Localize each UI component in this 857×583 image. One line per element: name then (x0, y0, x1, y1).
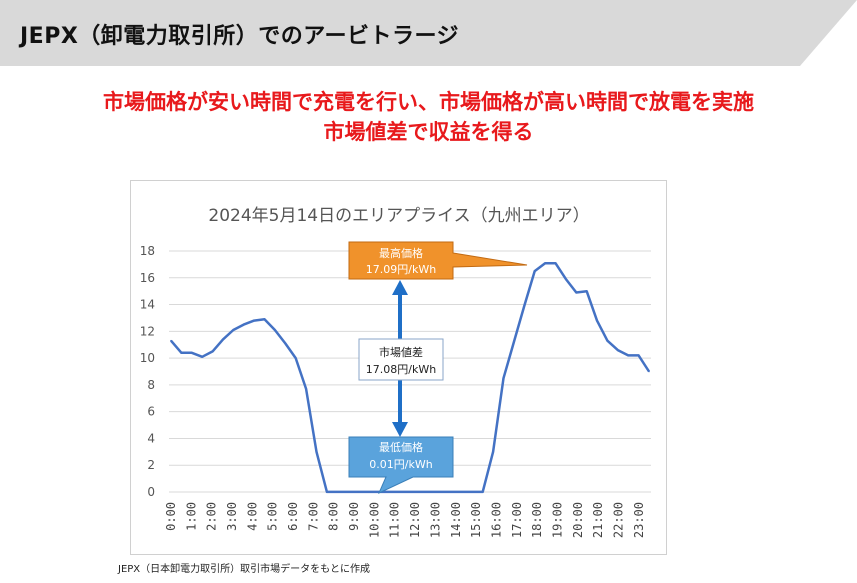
y-tick-label: 18 (140, 244, 155, 258)
price-point (284, 342, 287, 345)
price-point (502, 377, 505, 379)
price-point (440, 491, 442, 493)
chart-frame: 2024年5月14日のエリアプライス（九州エリア） 0 2 4 6 8 10 12 14 16 1… (130, 180, 667, 555)
price-point (346, 491, 349, 493)
price-point (648, 370, 650, 373)
price-point (336, 491, 339, 493)
y-tick-label: 2 (147, 458, 155, 472)
y-tick-label: 8 (147, 378, 155, 392)
spread-callout: 市場値差 17.08円/kWh (358, 338, 444, 381)
price-point (481, 491, 484, 493)
price-point (232, 329, 235, 331)
x-tick-label: 14:00 (449, 502, 463, 538)
x-tick-label: 22:00 (611, 502, 625, 538)
price-point (461, 491, 463, 493)
min-price-callout: 最低価格 0.01円/kWh (348, 436, 454, 495)
price-point (419, 491, 422, 493)
x-tick-label: 1:00 (184, 502, 198, 531)
x-tick-label: 6:00 (286, 502, 300, 531)
min-price-title: 最低価格 (379, 440, 423, 454)
x-tick-label: 2:00 (205, 502, 219, 531)
price-point (201, 355, 203, 358)
spread-title: 市場値差 (379, 345, 423, 359)
y-tick-label: 0 (147, 485, 155, 499)
spread-value: 17.08円/kWh (366, 363, 436, 376)
price-point (367, 491, 370, 493)
price-point (294, 357, 297, 359)
x-tick-label: 10:00 (367, 502, 381, 538)
price-point (211, 350, 214, 353)
x-tick-label: 23:00 (632, 502, 646, 538)
price-point (637, 354, 640, 357)
x-tick-label: 11:00 (388, 502, 402, 538)
price-point (565, 278, 567, 280)
y-tick-label: 6 (147, 405, 155, 419)
price-point (450, 491, 453, 493)
price-point (242, 323, 245, 326)
y-tick-label: 14 (140, 298, 155, 312)
chart-title: 2024年5月14日のエリアプライス（九州エリア） (208, 206, 589, 226)
price-point (170, 339, 172, 342)
price-point (554, 262, 557, 264)
price-point (533, 270, 536, 272)
price-point (315, 451, 318, 453)
x-tick-label: 12:00 (408, 502, 422, 538)
x-tick-label: 8:00 (327, 502, 341, 531)
max-price-title: 最高価格 (379, 246, 423, 260)
price-point (357, 491, 359, 493)
x-tick-label: 5:00 (266, 502, 280, 531)
price-point (544, 262, 546, 264)
price-point (305, 388, 307, 390)
price-point (575, 291, 578, 294)
price-point (471, 491, 474, 493)
price-point (222, 338, 224, 341)
price-point (398, 491, 401, 493)
x-tick-label: 18:00 (530, 502, 544, 538)
x-tick-label: 13:00 (428, 502, 442, 538)
x-tick-label: 21:00 (591, 502, 605, 538)
price-point (409, 491, 411, 493)
price-point (492, 451, 494, 453)
x-tick-label: 9:00 (347, 502, 361, 531)
price-point (388, 491, 391, 493)
y-tick-label: 16 (140, 271, 155, 285)
x-tick-label: 15:00 (469, 502, 483, 538)
x-tick-label: 0:00 (164, 502, 178, 531)
price-point (596, 319, 598, 322)
price-point (326, 491, 328, 493)
price-point (627, 354, 630, 357)
price-point (429, 491, 432, 493)
header-bar (0, 0, 857, 66)
price-point (617, 349, 619, 351)
price-point (606, 339, 609, 342)
x-tick-label: 7:00 (306, 502, 320, 531)
x-tick-label: 3:00 (225, 502, 239, 531)
price-chart: 2024年5月14日のエリアプライス（九州エリア） 0 2 4 6 8 10 12 14 16 1… (140, 206, 651, 538)
source-note: JEPX（日本卸電力取引所）取引市場データをもとに作成 (118, 564, 370, 575)
x-tick-label: 17:00 (510, 502, 524, 538)
min-price-value: 0.01円/kWh (369, 458, 432, 471)
price-point (274, 329, 276, 331)
header-background (0, 0, 857, 66)
price-point (585, 290, 588, 292)
x-tick-label: 4:00 (245, 502, 259, 531)
price-point (253, 319, 255, 322)
x-tick-label: 16:00 (489, 502, 503, 538)
y-tick-label: 12 (140, 324, 155, 338)
price-point (263, 318, 266, 321)
headline-line-2: 市場値差で収益を得る (323, 120, 534, 144)
y-tick-label: 4 (147, 431, 155, 445)
max-price-value: 17.09円/kWh (366, 263, 436, 276)
header-title: JEPX（卸電力取引所）でのアービトラージ (20, 24, 460, 49)
price-point (180, 351, 183, 354)
price-point (190, 351, 193, 354)
price-point (523, 305, 526, 307)
x-tick-label: 19:00 (550, 502, 564, 538)
x-tick-label: 20:00 (571, 502, 585, 538)
y-tick-label: 10 (140, 351, 155, 365)
max-price-callout: 最高価格 17.09円/kWh (348, 241, 528, 280)
price-point (513, 341, 515, 343)
headline-line-1: 市場価格が安い時間で充電を行い、市場価格が高い時間で放電を実施 (103, 90, 754, 114)
